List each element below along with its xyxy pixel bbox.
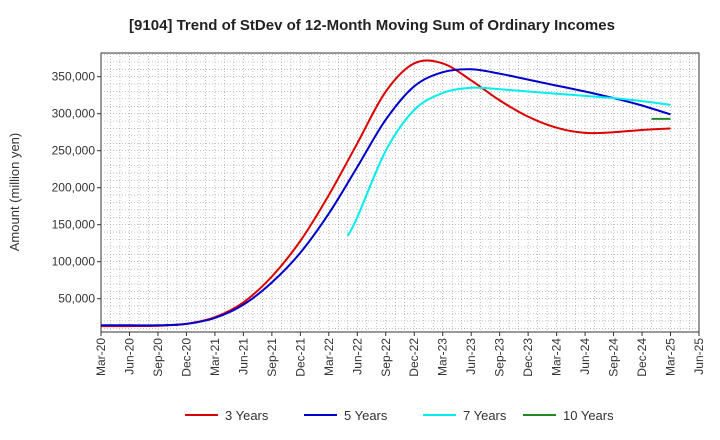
x-tick-label: Dec-23 xyxy=(521,338,535,377)
x-tick-label: Jun-21 xyxy=(236,338,250,375)
x-tick-label: Mar-22 xyxy=(322,338,336,376)
plot-area xyxy=(100,52,700,333)
y-tick-label: 50,000 xyxy=(58,292,95,306)
series-line-7-years xyxy=(346,86,671,237)
x-tick-label: Dec-21 xyxy=(293,338,307,377)
x-tick-label: Sep-24 xyxy=(607,338,621,377)
x-tick-label: Mar-24 xyxy=(550,338,564,376)
x-tick-label: Sep-22 xyxy=(379,338,393,377)
y-tick-label: 150,000 xyxy=(52,218,96,232)
x-tick-label: Dec-22 xyxy=(407,338,421,377)
x-tick-label: Jun-23 xyxy=(464,338,478,375)
y-tick-label: 100,000 xyxy=(52,255,96,269)
legend-label: 3 Years xyxy=(225,408,269,423)
y-tick-label: 200,000 xyxy=(52,181,96,195)
grid xyxy=(101,53,699,332)
x-tick-label: Sep-20 xyxy=(151,338,165,377)
y-axis-label: Amount (million yen) xyxy=(7,133,22,252)
x-tick-label: Sep-21 xyxy=(265,338,279,377)
legend-label: 5 Years xyxy=(344,408,388,423)
x-tick-label: Jun-24 xyxy=(578,338,592,375)
legend-label: 10 Years xyxy=(563,408,614,423)
x-tick-label: Mar-20 xyxy=(94,338,108,376)
y-tick-label: 300,000 xyxy=(52,107,96,121)
x-tick-label: Mar-21 xyxy=(208,338,222,376)
x-tick-label: Mar-23 xyxy=(436,338,450,376)
legend: 3 Years 5 Years 7 Years 10 Years xyxy=(185,408,614,423)
chart-title: [9104] Trend of StDev of 12-Month Moving… xyxy=(129,17,615,34)
y-tick-label: 350,000 xyxy=(52,70,96,84)
y-axis-ticks: 50,000 100,000 150,000 200,000 250,000 300,00… xyxy=(52,70,101,306)
x-axis-ticks: Mar-20 Jun-20 Sep-20 Dec-20 Mar-21 Jun-21 Sep-… xyxy=(94,332,706,377)
x-tick-label: Jun-22 xyxy=(350,338,364,375)
series-line-5-years xyxy=(100,68,671,327)
x-tick-label: Jun-25 xyxy=(692,338,706,375)
x-tick-label: Dec-20 xyxy=(179,338,193,377)
x-tick-label: Jun-20 xyxy=(122,338,136,375)
series-lines xyxy=(100,59,671,328)
x-tick-label: Mar-25 xyxy=(664,338,678,376)
x-tick-label: Sep-23 xyxy=(493,338,507,377)
legend-label: 7 Years xyxy=(463,408,507,423)
x-tick-label: Dec-24 xyxy=(635,338,649,377)
y-tick-label: 250,000 xyxy=(52,144,96,158)
